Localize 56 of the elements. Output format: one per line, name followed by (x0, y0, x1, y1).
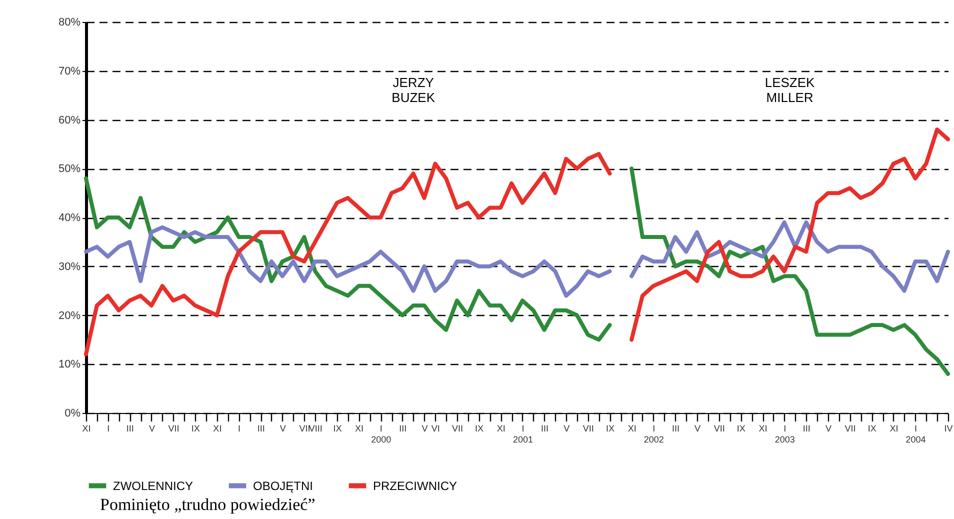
annotation: JERZY BUZEK (392, 75, 436, 105)
legend-label: PRZECIWNICY (373, 478, 457, 493)
x-tick-label: I (107, 424, 110, 434)
y-tick-label: 30% (58, 260, 81, 273)
x-tick-label: IV (944, 424, 953, 434)
x-tick-label: III (399, 424, 407, 434)
x-tick-label: IX (191, 424, 200, 434)
x-tick-label: III (257, 424, 265, 434)
x-tick-label: I 2000 (371, 424, 392, 444)
x-tick-label: V (422, 424, 428, 434)
x-tick-label: XI (213, 424, 222, 434)
annotation: LESZEK MILLER (764, 75, 816, 105)
x-tick-label: I 2001 (512, 424, 533, 444)
x-tick-label: VI (431, 424, 440, 434)
x-tick-label: IX (475, 424, 484, 434)
x-tick-label: VIII (308, 424, 322, 434)
x-tick-label: V (148, 424, 155, 434)
x-tick-label: XI (890, 424, 898, 434)
y-tick-label: 20% (58, 310, 81, 322)
y-tick-label: 0% (64, 408, 81, 420)
x-tick-label: VII (168, 424, 180, 434)
x-tick-label: III (672, 424, 680, 434)
x-tick-label: VII (844, 424, 856, 434)
x-tick-label: VII (714, 424, 725, 434)
x-tick-label: V (564, 424, 570, 434)
x-tick-label: XI (82, 424, 91, 434)
y-tick-label: 70% (58, 65, 81, 78)
x-tick-label: XI (496, 424, 506, 434)
x-tick-label: IX (736, 424, 746, 434)
x-tick-label: XI (758, 424, 768, 434)
x-tick-label: III (541, 424, 549, 434)
x-tick-label: XI (628, 424, 636, 434)
legend-label: OBOJĘTNI (253, 478, 314, 493)
y-tick-label: 80% (58, 16, 81, 28)
text: Pominięto „trudno powiedzieć” (100, 495, 316, 514)
x-tick-label: I 2004 (906, 424, 926, 444)
x-tick-label: V (280, 424, 286, 434)
x-tick-label: IX (606, 424, 615, 434)
x-tick-label: IX (868, 424, 876, 434)
x-tick-label: III (126, 424, 134, 434)
x-tick-label: V (694, 424, 701, 434)
x-tick-label: I (238, 424, 241, 434)
x-tick-label: V (825, 424, 832, 434)
legend-label: ZWOLENNICY (113, 478, 194, 493)
x-tick-label: VII (582, 424, 594, 434)
y-tick-label: 60% (58, 114, 81, 126)
x-tick-label: IX (333, 424, 342, 434)
y-tick-label: 50% (58, 163, 81, 176)
y-tick-label: 10% (58, 358, 81, 371)
x-tick-label: III (802, 424, 810, 434)
y-tick-label: 40% (58, 212, 81, 224)
x-tick-label: XI (355, 424, 364, 434)
x-tick-label: I 2002 (644, 424, 664, 444)
x-tick-label: VII (299, 424, 310, 434)
x-tick-label: I 2003 (774, 424, 795, 444)
x-tick-label: VII (452, 424, 463, 434)
